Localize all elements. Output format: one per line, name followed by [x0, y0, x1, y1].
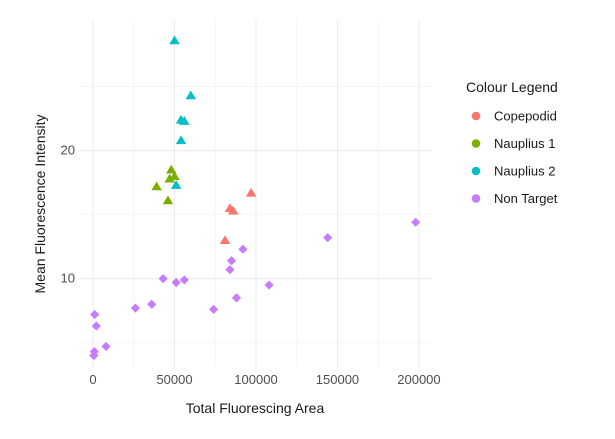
legend-item-copepodid: Copepodid	[471, 109, 557, 124]
legend-key-copepodid	[471, 111, 481, 121]
x-tick-label: 200000	[397, 372, 440, 387]
point-nauplius-2	[179, 116, 190, 125]
legend-items: Copepodid Nauplius 1 Nauplius 2 Non Target	[471, 109, 558, 206]
legend-label-nauplius-2: Nauplius 2	[494, 164, 555, 179]
point-nauplius-1	[162, 195, 174, 205]
x-tick-label: 50000	[156, 372, 192, 387]
point-non-target	[323, 233, 333, 243]
legend-item-nauplius-2: Nauplius 2	[471, 164, 555, 179]
point-non-target	[101, 341, 111, 352]
point-non-target	[411, 217, 421, 227]
legend-label-non-target: Non Target	[494, 191, 558, 206]
point-nauplius-1	[169, 171, 180, 180]
point-copepodid	[227, 205, 239, 215]
legend-item-non-target: Non Target	[471, 191, 558, 206]
grid	[80, 20, 432, 367]
point-nauplius-1	[151, 181, 162, 191]
point-non-target	[171, 277, 181, 288]
point-non-target	[130, 303, 141, 313]
point-non-target	[179, 275, 189, 285]
legend-key-nauplius-1	[471, 139, 481, 148]
legend-label-nauplius-1: Nauplius 1	[494, 136, 555, 151]
x-tick-label: 100000	[234, 372, 277, 387]
point-nauplius-1	[166, 164, 177, 174]
point-nauplius-2	[169, 35, 180, 45]
point-non-target	[238, 244, 248, 254]
legend-key-nauplius-2	[471, 166, 481, 176]
point-non-target	[231, 293, 242, 303]
point-non-target	[147, 299, 157, 309]
legend-key-non-target	[471, 194, 481, 203]
point-nauplius-2	[175, 135, 187, 145]
y-axis-title: Mean Fluorescence Intensity	[32, 115, 48, 294]
point-non-target	[264, 280, 274, 290]
point-non-target	[158, 274, 168, 284]
point-non-target	[209, 304, 219, 314]
legend-title: Colour Legend	[466, 79, 558, 95]
y-tick-label: 20	[61, 143, 75, 158]
point-non-target	[89, 347, 99, 357]
x-axis-title: Total Fluorescing Area	[186, 400, 325, 416]
point-copepodid	[219, 235, 231, 244]
tick-labels: 0 50000 100000 150000 200000 10 20	[61, 143, 441, 387]
legend-item-nauplius-1: Nauplius 1	[471, 136, 555, 151]
point-nauplius-2	[170, 180, 182, 189]
point-copepodid	[245, 187, 257, 197]
point-non-target	[226, 256, 237, 266]
legend-label-copepodid: Copepodid	[494, 109, 557, 124]
x-tick-label: 0	[89, 372, 96, 387]
point-nauplius-2	[185, 90, 197, 100]
point-non-target	[225, 265, 235, 275]
point-non-target	[90, 309, 100, 320]
x-tick-label: 150000	[316, 372, 359, 387]
point-nauplius-1	[164, 173, 175, 183]
legend: Colour Legend Copepodid Nauplius 1 Naupliu…	[466, 79, 558, 206]
point-non-target	[91, 321, 101, 331]
data-points	[89, 35, 421, 361]
y-tick-label: 10	[61, 271, 75, 286]
